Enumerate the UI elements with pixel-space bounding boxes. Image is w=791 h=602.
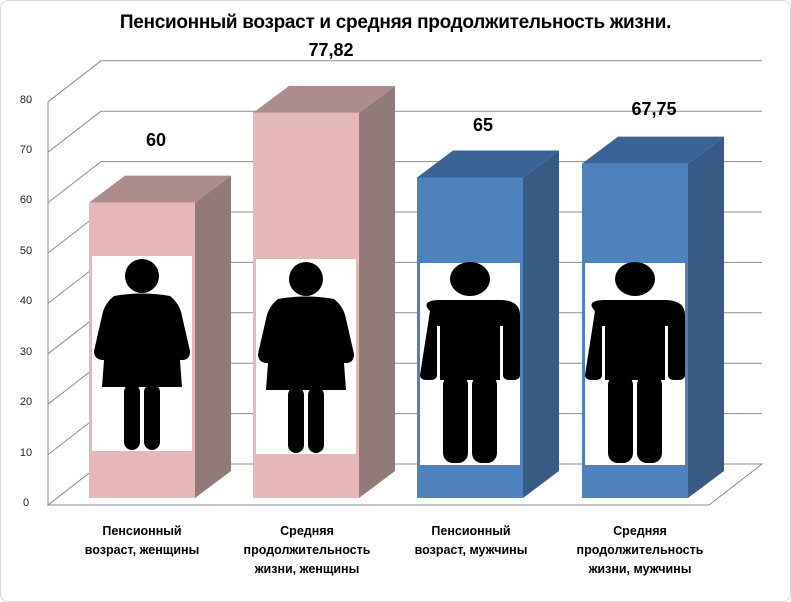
x-label-men-life-expectancy: Средняя продолжительность жизни, мужчины <box>576 524 704 576</box>
bar-3-top <box>417 150 559 178</box>
data-label-bar-3: 65 <box>472 115 494 135</box>
bar-1-top <box>89 175 231 203</box>
y-tick-60: 60 <box>19 194 33 206</box>
data-label-bar-4: 67,75 <box>631 99 677 119</box>
male-figure-icon <box>585 262 685 463</box>
bar-4-top <box>582 136 724 164</box>
female-figure-icon <box>94 259 190 450</box>
y-tick-0: 0 <box>22 497 30 509</box>
data-label-bar-1: 60 <box>145 130 167 150</box>
female-figure-icon <box>258 262 354 453</box>
x-label-women-life-expectancy: Средняя продолжительность жизни, женщины <box>243 524 371 576</box>
bar-2-top <box>253 85 395 113</box>
y-tick-20: 20 <box>19 396 33 408</box>
y-tick-70: 70 <box>19 144 33 156</box>
y-tick-80: 80 <box>19 94 33 106</box>
y-tick-40: 40 <box>19 295 33 307</box>
bar-4-side <box>688 136 724 498</box>
y-tick-50: 50 <box>19 245 33 257</box>
male-figure-icon <box>420 262 520 463</box>
gridline-side <box>47 161 102 203</box>
x-label-women-retirement: Пенсионный возраст, женщины <box>84 524 200 557</box>
y-tick-10: 10 <box>19 447 33 459</box>
chart-title: Пенсионный возраст и средняя продолжител… <box>119 12 672 33</box>
gridline-side <box>47 110 102 153</box>
bar-1-side <box>195 175 231 498</box>
gridline-side <box>47 60 102 103</box>
bar-2-side <box>359 85 395 498</box>
y-tick-30: 30 <box>19 346 33 358</box>
bar-3-side <box>523 150 559 498</box>
x-label-men-retirement: Пенсионный возраст, мужчины <box>414 524 528 557</box>
data-label-bar-2: 77,82 <box>308 40 354 60</box>
